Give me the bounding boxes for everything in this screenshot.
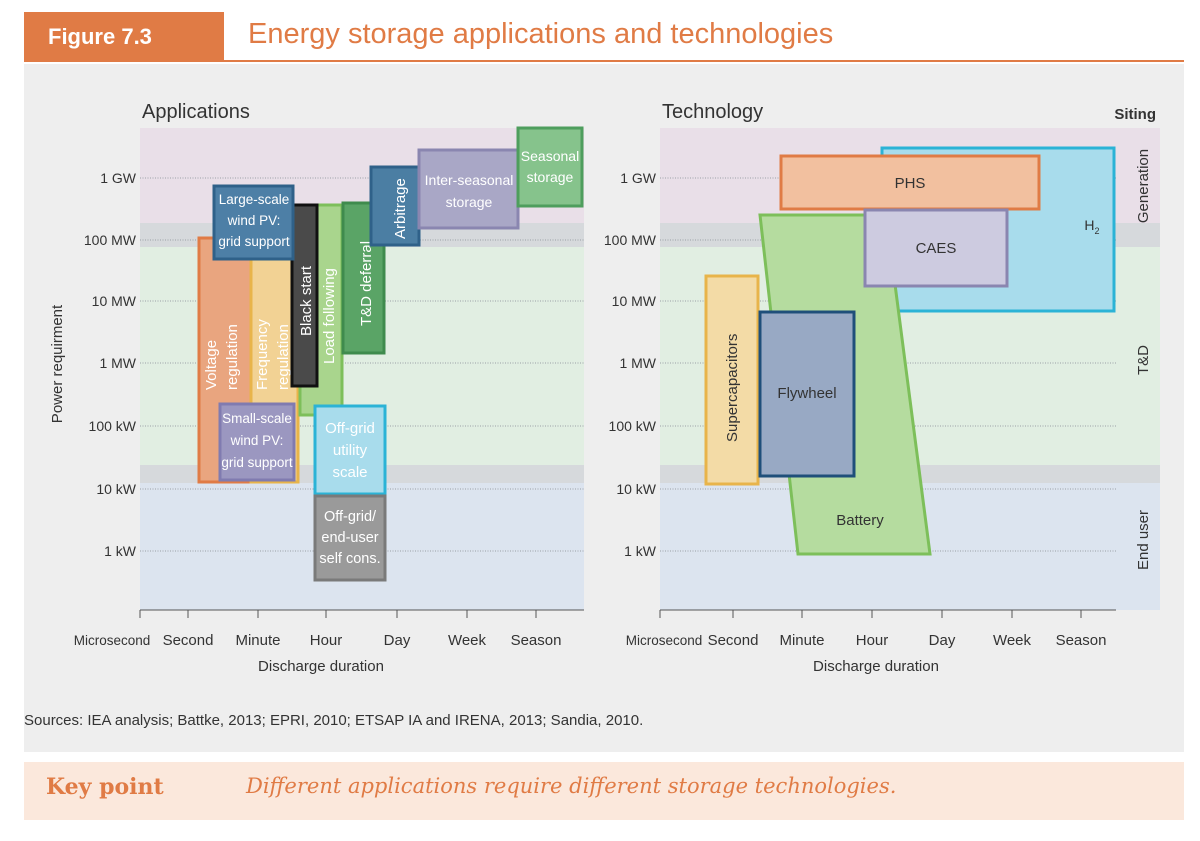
- x-tick-label: Day: [384, 632, 411, 649]
- key-point-text: Different applications require different…: [246, 774, 897, 798]
- application-label: Seasonal: [521, 148, 579, 164]
- siting-band-label: T&D: [1135, 345, 1152, 375]
- application-small-scale-wind-pv: Small-scale wind PV: grid support: [218, 402, 296, 482]
- x-tick-label: Minute: [235, 632, 280, 649]
- y-tick-label: 1 GW: [620, 170, 657, 186]
- x-tick-label: Minute: [779, 632, 824, 649]
- technology-label: Supercapacitors: [724, 334, 741, 442]
- x-axis-label: Discharge duration: [813, 658, 939, 675]
- y-tick-label: 100 MW: [604, 232, 657, 248]
- application-large-scale-wind-pv: Large-scale wind PV: grid support: [212, 184, 295, 261]
- key-point-label: Key point: [46, 774, 164, 800]
- key-point-box: Key point Different applications require…: [24, 762, 1184, 820]
- x-tick-label: Hour: [856, 632, 889, 649]
- application-label: Arbitrage: [392, 178, 409, 239]
- siting-band-label: Generation: [1135, 149, 1152, 223]
- technology-flywheel: Flywheel: [758, 310, 856, 478]
- application-label: Voltage: [203, 340, 220, 390]
- sources-note: Sources: IEA analysis; Battke, 2013; EPR…: [24, 712, 644, 729]
- application-inter-seasonal-storage: Inter-seasonal storage: [417, 148, 520, 230]
- siting-band-label: End user: [1135, 510, 1152, 570]
- y-tick-label: 10 kW: [96, 481, 136, 497]
- application-label: Frequency: [254, 319, 271, 390]
- application-label: end-user: [321, 530, 378, 546]
- y-tick-label: 1 kW: [104, 543, 137, 559]
- application-label: Large-scale: [219, 192, 290, 207]
- siting-label: Siting: [1114, 106, 1156, 123]
- y-axis-label: Power requirment: [49, 304, 66, 423]
- x-tick-label: Second: [163, 632, 214, 649]
- figure-title: Energy storage applications and technolo…: [248, 18, 834, 50]
- technology-label: Flywheel: [777, 385, 836, 402]
- x-tick-label: Microsecond: [626, 633, 703, 648]
- header-rule: [224, 60, 1184, 62]
- application-seasonal-storage: Seasonal storage: [516, 126, 584, 208]
- figure-number: Figure 7.3: [24, 12, 224, 62]
- application-label: utility: [333, 442, 368, 459]
- x-tick-label: Season: [511, 632, 562, 649]
- x-tick-label: Microsecond: [74, 633, 151, 648]
- application-label: self cons.: [319, 551, 380, 567]
- application-label: regulation: [275, 324, 292, 390]
- x-tick-label: Day: [929, 632, 956, 649]
- application-label: Load following: [321, 268, 338, 364]
- x-tick-label: Week: [448, 632, 487, 649]
- application-label: Small-scale: [222, 411, 292, 426]
- y-tick-label: 1 kW: [624, 543, 657, 559]
- y-tick-label: 10 kW: [616, 481, 656, 497]
- y-tick-label: 10 MW: [92, 293, 137, 309]
- technology-label: PHS: [895, 175, 926, 192]
- technology-title: Technology: [662, 101, 763, 123]
- y-tick-label: 100 kW: [89, 418, 137, 434]
- applications-title: Applications: [142, 101, 250, 123]
- figure-body: Applications 1 GW 100 MW 10 MW 1 MW 100 …: [24, 64, 1184, 752]
- application-label: storage: [527, 169, 574, 185]
- x-tick-label: Season: [1056, 632, 1107, 649]
- x-axis-label: Discharge duration: [258, 658, 384, 675]
- application-off-grid-end-user: Off-grid/ end-user self cons.: [313, 494, 387, 582]
- application-label: grid support: [218, 234, 290, 249]
- applications-panel: Applications 1 GW 100 MW 10 MW 1 MW 100 …: [49, 101, 584, 675]
- application-label: Off-grid: [325, 420, 375, 437]
- application-label: wind PV:: [230, 433, 284, 448]
- application-label: storage: [446, 194, 493, 210]
- y-tick-label: 100 kW: [609, 418, 657, 434]
- application-label: Off-grid/: [324, 509, 377, 525]
- y-tick-label: 10 MW: [612, 293, 657, 309]
- application-label: Inter-seasonal: [425, 172, 514, 188]
- technology-panel: Technology Siting 1 GW 100 MW 10 MW 1 MW…: [604, 101, 1160, 675]
- technology-label: CAES: [916, 240, 957, 257]
- x-tick-label: Second: [708, 632, 759, 649]
- application-label: regulation: [224, 324, 241, 390]
- technology-caes: CAES: [863, 208, 1009, 288]
- application-label: Black start: [298, 265, 315, 336]
- technology-phs: PHS: [779, 154, 1041, 211]
- technology-supercapacitors: Supercapacitors: [704, 274, 760, 486]
- technology-label: Battery: [836, 512, 884, 529]
- application-black-start: Black start: [290, 203, 319, 388]
- application-label: scale: [332, 464, 367, 481]
- y-tick-label: 100 MW: [84, 232, 137, 248]
- application-arbitrage: Arbitrage: [369, 165, 421, 247]
- application-label: grid support: [221, 455, 293, 470]
- application-label: wind PV:: [227, 213, 281, 228]
- y-tick-label: 1 MW: [99, 355, 136, 371]
- figure-header: Figure 7.3 Energy storage applications a…: [24, 12, 1184, 64]
- x-tick-label: Week: [993, 632, 1032, 649]
- y-tick-label: 1 GW: [100, 170, 137, 186]
- x-tick-label: Hour: [310, 632, 343, 649]
- technology-label: H2: [1084, 217, 1099, 236]
- y-tick-label: 1 MW: [619, 355, 656, 371]
- application-off-grid-utility-scale: Off-grid utility scale: [313, 404, 387, 496]
- application-label: T&D deferral: [358, 241, 375, 326]
